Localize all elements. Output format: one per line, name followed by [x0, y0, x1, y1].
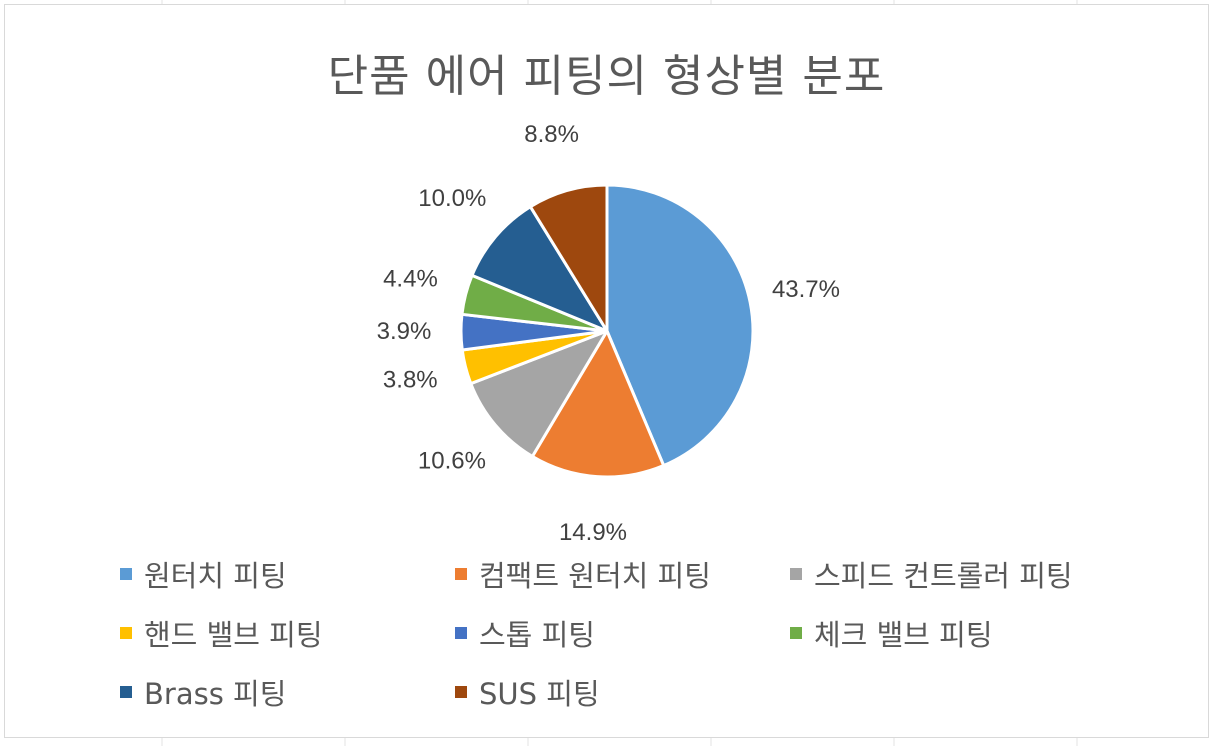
pie-slice-2[interactable] [530, 329, 666, 479]
data-label-1: 43.7% [772, 276, 840, 303]
pie-slice-8[interactable] [528, 183, 609, 333]
data-label-8: 8.8% [524, 121, 579, 148]
data-label-6: 4.4% [383, 266, 438, 293]
pie-slice-1[interactable] [605, 183, 755, 468]
pie-slice-3[interactable] [469, 329, 609, 458]
data-label-2: 14.9% [559, 519, 627, 546]
chart-title: 단품 에어 피팅의 형상별 분포 [327, 51, 886, 102]
data-label-4: 3.8% [383, 366, 438, 393]
data-label-3: 10.6% [418, 447, 486, 474]
data-label-7: 10.0% [418, 185, 486, 212]
pie-slice-7[interactable] [470, 205, 609, 333]
data-label-5: 3.9% [377, 318, 432, 345]
